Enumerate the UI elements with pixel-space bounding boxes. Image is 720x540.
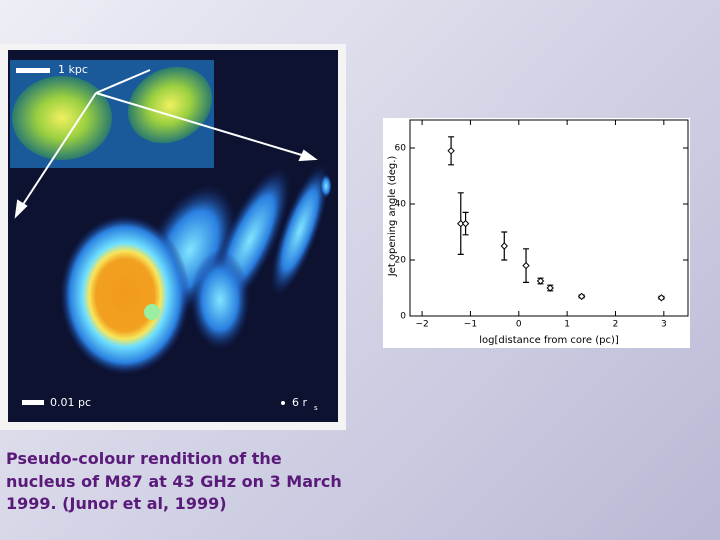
data-point [447, 147, 455, 155]
caption-line: nucleus of M87 at 43 GHz on 3 March [6, 472, 342, 491]
y-tick-label: 40 [395, 200, 407, 210]
scale-bar [16, 68, 50, 73]
radio-emission [60, 163, 332, 375]
inset-lobe [12, 76, 112, 160]
data-point [546, 284, 554, 292]
data-point [657, 294, 666, 302]
arrows [14, 69, 318, 219]
caption-line: Pseudo-colour rendition of the [6, 449, 282, 468]
y-tick-label: 0 [400, 312, 406, 322]
x-tick-label: 1 [564, 320, 570, 330]
y-tick-label: 60 [395, 144, 407, 154]
x-tick-label: 2 [613, 320, 619, 330]
y-tick-label: 20 [395, 256, 407, 266]
scale-label: 1 kpc [58, 63, 88, 76]
plot-frame [409, 119, 689, 317]
data-point [577, 292, 586, 301]
data-point [522, 261, 530, 270]
resolution-label: 6 r [292, 396, 307, 409]
x-tick-label: −1 [464, 320, 477, 330]
chart-panel [383, 118, 690, 348]
x-axis-label: log[distance from core (pc)] [479, 335, 619, 346]
inset-lobe [127, 66, 213, 144]
x-tick-label: 0 [516, 320, 522, 330]
y-axis-label: Jet opening angle (deg.) [387, 156, 398, 278]
scale-label: 0.01 pc [50, 396, 91, 409]
x-tick-label: −2 [415, 320, 428, 330]
data-point [461, 219, 470, 228]
resolution-subscript: s [314, 404, 318, 412]
data-point [536, 277, 545, 285]
scale-bar [22, 400, 44, 405]
caption-line: 1999. (Junor et al, 1999) [6, 494, 227, 513]
data-point [457, 219, 465, 228]
x-tick-label: 3 [661, 320, 667, 330]
data-point [500, 242, 508, 250]
beam-marker [281, 401, 285, 405]
